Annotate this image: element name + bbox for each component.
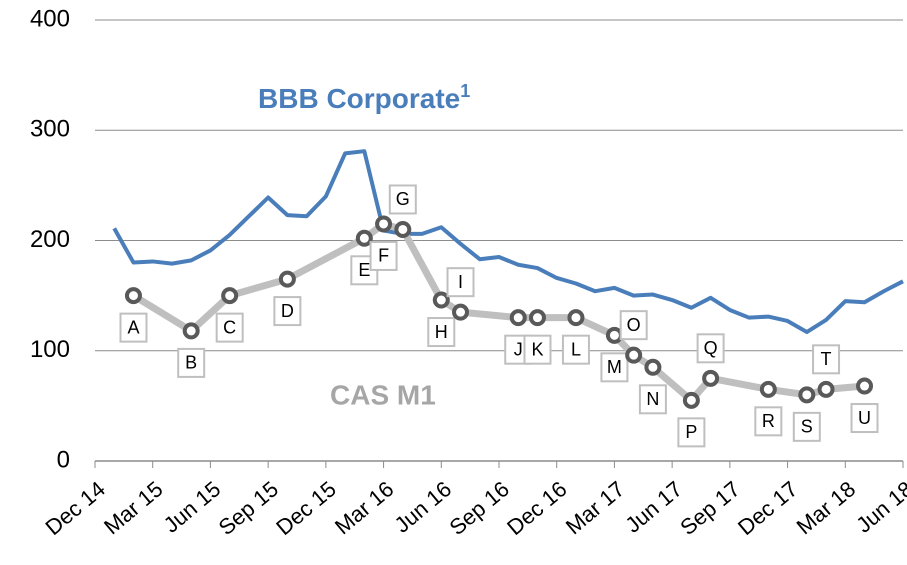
marker [817, 380, 835, 398]
point-label: O [627, 315, 641, 335]
label-box [696, 333, 725, 364]
marker [856, 377, 874, 395]
point-label: P [685, 422, 697, 442]
y-tick-label: 400 [30, 5, 70, 32]
label-box [561, 334, 590, 365]
marker [278, 270, 296, 288]
x-tick-label: Mar 15 [99, 476, 168, 539]
marker [625, 346, 643, 364]
point-label: K [531, 339, 543, 359]
marker [682, 391, 700, 409]
marker [182, 322, 200, 340]
label-box [523, 334, 552, 365]
point-label: J [514, 339, 523, 359]
point-label: C [223, 317, 236, 337]
point-label: A [127, 317, 139, 337]
marker [221, 287, 239, 305]
point-label: E [358, 260, 370, 280]
marker [509, 309, 527, 327]
label-box [273, 296, 302, 327]
marker [452, 303, 470, 321]
x-tick-label: Jun 15 [159, 476, 226, 538]
x-tick-label: Dec 16 [502, 476, 571, 540]
marker [759, 380, 777, 398]
point-label: Q [704, 338, 718, 358]
label-box [600, 352, 629, 383]
series-line [112, 149, 904, 335]
point-label: N [646, 389, 659, 409]
marker [528, 309, 546, 327]
y-tick-label: 0 [57, 446, 70, 473]
x-tick-label: Jun 18 [851, 476, 907, 538]
x-tick-label: Dec 14 [40, 476, 109, 540]
y-tick-label: 300 [30, 116, 70, 143]
x-tick-label: Mar 16 [330, 476, 399, 539]
point-label: R [762, 411, 775, 431]
marker [605, 326, 623, 344]
marker [567, 309, 585, 327]
marker [394, 220, 412, 238]
label-box [850, 403, 879, 434]
x-tick-label: Dec 15 [271, 476, 340, 540]
label-box [792, 411, 821, 442]
series-line [131, 220, 865, 404]
point-label: L [571, 339, 581, 359]
x-tick-label: Dec 17 [733, 476, 802, 540]
series-name: BBB Corporate [258, 83, 460, 114]
point-label: M [607, 357, 622, 377]
marker [798, 386, 816, 404]
marker [375, 215, 393, 233]
label-box [369, 240, 398, 271]
label-box [119, 312, 148, 343]
point-label: I [458, 272, 463, 292]
marker [702, 369, 720, 387]
point-label: T [821, 349, 832, 369]
x-tick-label: Sep 15 [214, 476, 283, 540]
y-tick-label: 100 [30, 336, 70, 363]
label-box [177, 347, 206, 378]
marker [644, 358, 662, 376]
point-label: B [185, 353, 197, 373]
y-tick-label: 200 [30, 226, 70, 253]
label-box [754, 406, 783, 437]
label-box [427, 317, 456, 348]
x-tick-label: Mar 18 [792, 476, 861, 539]
label-box [812, 344, 841, 375]
label-box [638, 384, 667, 415]
x-tick-label: Sep 16 [444, 476, 513, 540]
x-tick-label: Jun 17 [620, 476, 687, 538]
point-label: H [435, 322, 448, 342]
label-box [388, 184, 417, 215]
marker [355, 229, 373, 247]
point-label: U [858, 408, 871, 428]
marker [432, 291, 450, 309]
label-box [677, 417, 706, 448]
series-label: CAS M1 [330, 379, 436, 410]
label-box [215, 312, 244, 343]
label-box [619, 310, 648, 341]
point-label: F [378, 246, 389, 266]
point-label: G [396, 189, 410, 209]
marker [124, 287, 142, 305]
label-box [446, 267, 475, 298]
point-label: S [801, 417, 813, 437]
x-tick-label: Jun 16 [390, 476, 457, 538]
x-tick-label: Sep 17 [675, 476, 744, 540]
x-tick-label: Mar 17 [561, 476, 630, 539]
series-label: BBB Corporate1 [258, 81, 470, 115]
point-label: D [281, 301, 294, 321]
series-footnote: 1 [460, 81, 470, 101]
